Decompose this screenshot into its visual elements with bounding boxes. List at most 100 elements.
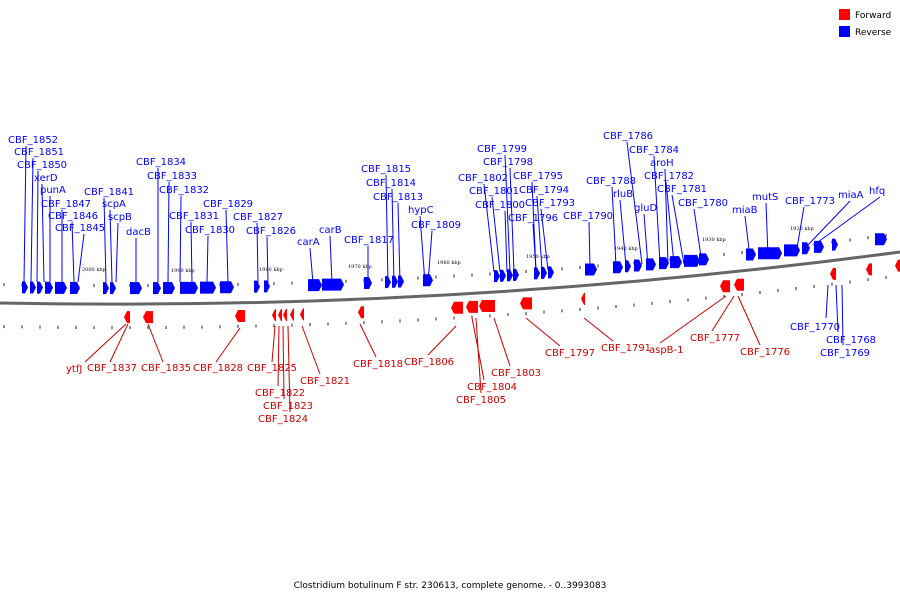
leader-line [115,222,119,283]
reverse-gene-block [37,281,43,294]
scale-label: 1940 kbp [614,246,638,252]
leader-line [583,317,614,342]
forward-gene-block [479,300,495,313]
leader-line [23,145,27,283]
gene-label: CBF_1782 [644,171,694,182]
leader-line [309,247,314,284]
gene-label: carA [297,237,320,248]
gene-label: CBF_1830 [185,225,235,236]
reverse-gene-block [220,281,234,294]
scale-label: 1920 kbp [790,226,814,232]
forward-gene-block [290,308,294,321]
forward-gene-block [466,300,478,313]
legend-forward-swatch [839,9,850,20]
leader-line [540,208,549,271]
reverse-gene-block [646,258,656,271]
forward-gene-block [520,297,532,310]
leader-line [391,188,395,285]
leader-line [475,317,482,394]
forward-gene-block [866,263,872,276]
leader-line [525,317,561,347]
legend-reverse-label: Reverse [855,28,892,38]
forward-gene-block [283,308,287,321]
reverse-gene-block [625,260,631,273]
leader-line [179,195,182,283]
leader-line [841,284,844,346]
gene-label: CBF_1845 [55,223,105,234]
leader-line [282,325,285,400]
leader-line [419,215,426,284]
reverse-gene-block [875,233,887,246]
reverse-gene-block [22,281,28,294]
gene-label: CBF_1802 [458,173,508,184]
gene-label: CBF_1850 [17,160,67,171]
gene-label: CBF_1799 [477,144,527,155]
leader-line [109,323,129,363]
scale-label: 1990 kbp [171,268,195,274]
leader-line [664,168,669,265]
legend-reverse-swatch [839,26,850,37]
gene-label: CBF_1822 [255,388,305,399]
gene-label: CBF_1768 [826,335,876,346]
forward-gene-block [358,306,364,319]
gene-label: CBF_1847 [41,199,91,210]
forward-gene-blocks [124,259,900,324]
reverse-gene-block [500,269,506,282]
forward-gene-block [143,311,153,324]
leader-line [493,317,511,367]
leader-line [277,325,280,387]
leader-line [359,323,377,358]
gene-label: CBF_1828 [193,363,243,374]
reverse-gene-block [55,281,67,294]
gene-label: CBF_1837 [87,363,137,374]
reverse-gene-block [548,266,554,279]
gene-label: CBF_1770 [790,322,840,333]
gene-label: CBF_1788 [586,176,636,187]
gene-label: CBF_1825 [247,363,297,374]
legend: Forward Reverse [839,9,892,38]
forward-gene-block [300,308,304,321]
reverse-gene-block [832,238,838,251]
reverse-gene-block [613,261,623,274]
gene-label: CBF_1831 [169,211,219,222]
gene-label: CBF_1827 [233,212,283,223]
gene-label: CBF_1809 [411,220,461,231]
gene-label: CBF_1796 [508,213,558,224]
gene-label: CBF_1813 [373,192,423,203]
leader-line [147,323,164,363]
gene-label: scpB [108,212,132,223]
gene-label: CBF_1773 [785,196,835,207]
leader-line [665,181,675,265]
reverse-gene-block [802,242,810,255]
scale-label: 2000 kbp [82,267,106,273]
reverse-gene-block [507,269,513,282]
genome-caption: Clostridium botulinum F str. 230613, com… [294,581,607,591]
gene-label: CBF_1818 [353,359,403,370]
legend-forward-label: Forward [855,11,891,21]
reverse-gene-block [45,281,53,294]
leader-line [41,183,45,283]
leader-line [30,157,34,283]
reverse-gene-block [392,275,398,288]
leader-line [711,295,735,332]
leader-line [643,213,649,267]
gene-label: CBF_1852 [8,135,58,146]
gene-label: CBF_1777 [690,333,740,344]
gene-label: xerD [34,173,58,184]
forward-gene-block [235,309,245,322]
forward-gene-block [581,292,585,305]
leader-line [765,202,769,257]
reverse-gene-block [398,275,404,288]
gene-label: CBF_1826 [246,226,296,237]
leader-line [427,230,433,284]
leader-line [532,223,537,271]
reverse-gene-block [200,281,216,294]
scale-label: 1950 kbp [526,254,550,260]
leader-line [588,221,591,269]
reverse-gene-block [30,281,36,294]
reverse-gene-block [494,270,500,283]
gene-label: CBF_1815 [361,164,411,175]
forward-gene-block [720,280,730,293]
gene-label: CBF_1798 [483,157,533,168]
